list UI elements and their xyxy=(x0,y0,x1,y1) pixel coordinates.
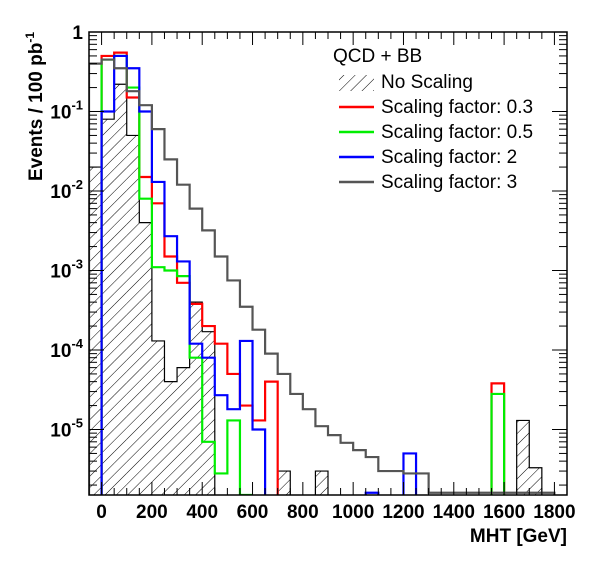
no-scaling-bin xyxy=(516,420,530,495)
x-tick-label: 1400 xyxy=(433,502,475,523)
legend-item-3: Scaling factor: 2 xyxy=(339,147,517,168)
no-scaling-bin xyxy=(177,367,190,495)
y-tick-label: 10-3 xyxy=(50,256,83,282)
ticks: 0 200 400 600 800 1000 1200 1400 1600 1800110-110… xyxy=(50,23,575,523)
no-scaling-bin xyxy=(164,381,178,495)
legend-label: Scaling factor: 3 xyxy=(381,172,517,193)
x-tick-label: 0 xyxy=(96,502,107,523)
series-4 xyxy=(89,58,556,495)
x-tick-label: 1200 xyxy=(382,502,424,523)
y-tick-base: 10 xyxy=(50,420,71,441)
no-scaling-bin xyxy=(114,84,127,495)
no-scaling-bin xyxy=(126,135,140,495)
y-tick-base: 10 xyxy=(50,182,71,203)
y-tick-label: 10-5 xyxy=(50,415,83,441)
legend-item-4: Scaling factor: 3 xyxy=(339,172,517,193)
series-layer xyxy=(89,51,556,495)
legend-label: No Scaling xyxy=(381,72,473,93)
x-axis-title: MHT [GeV] xyxy=(470,526,567,547)
legend-label: Scaling factor: 0.3 xyxy=(381,97,533,118)
legend-item-0: No Scaling xyxy=(339,72,473,93)
y-tick-base: 10 xyxy=(50,102,71,123)
y-tick-exponent: -4 xyxy=(71,336,83,351)
legend-label: Scaling factor: 0.5 xyxy=(381,122,533,143)
y-tick-base: 10 xyxy=(50,261,71,282)
no-scaling-bin xyxy=(89,167,102,495)
no-scaling-bin xyxy=(202,331,215,495)
series-0 xyxy=(89,83,543,495)
legend-item-1: Scaling factor: 0.3 xyxy=(339,97,533,118)
legend: QCD + BB No Scaling Scaling factor: 0.3 Sc… xyxy=(333,46,533,193)
x-tick-label: 800 xyxy=(287,502,319,523)
y-tick-label: 1 xyxy=(72,23,83,44)
y-tick-exponent: -3 xyxy=(71,256,83,271)
no-scaling-bin xyxy=(139,222,152,495)
x-tick-label: 200 xyxy=(136,502,168,523)
x-tick-label: 1800 xyxy=(533,502,575,523)
no-scaling-bin xyxy=(529,467,542,495)
y-axis-title-superscript: -1 xyxy=(23,32,37,43)
y-tick-exponent: -1 xyxy=(71,97,83,112)
y-tick-label: 10-2 xyxy=(50,177,83,203)
x-tick-label: 1600 xyxy=(483,502,525,523)
legend-item-2: Scaling factor: 0.5 xyxy=(339,122,533,143)
no-scaling-bin xyxy=(151,340,165,495)
y-tick-base: 10 xyxy=(50,341,71,362)
y-axis-title: Events / 100 pb-1 xyxy=(23,32,47,181)
y-axis-title-text: Events / 100 pb xyxy=(26,43,47,181)
x-tick-label: 600 xyxy=(237,502,269,523)
y-tick-label: 10-4 xyxy=(50,336,83,362)
y-tick-exponent: -2 xyxy=(71,177,83,192)
no-scaling-bin xyxy=(277,471,291,495)
no-scaling-bin xyxy=(189,302,203,495)
legend-label: Scaling factor: 2 xyxy=(381,147,517,168)
no-scaling-outline xyxy=(89,83,543,495)
x-tick-label: 400 xyxy=(186,502,218,523)
legend-title: QCD + BB xyxy=(333,46,422,67)
y-tick-label: 10-1 xyxy=(50,97,83,123)
y-tick-exponent: -5 xyxy=(71,415,83,430)
series-4-line xyxy=(89,58,556,495)
legend-swatch-hatched xyxy=(339,75,374,91)
no-scaling-bin xyxy=(315,471,328,495)
no-scaling-bin xyxy=(101,119,115,495)
x-tick-label: 1000 xyxy=(332,502,374,523)
